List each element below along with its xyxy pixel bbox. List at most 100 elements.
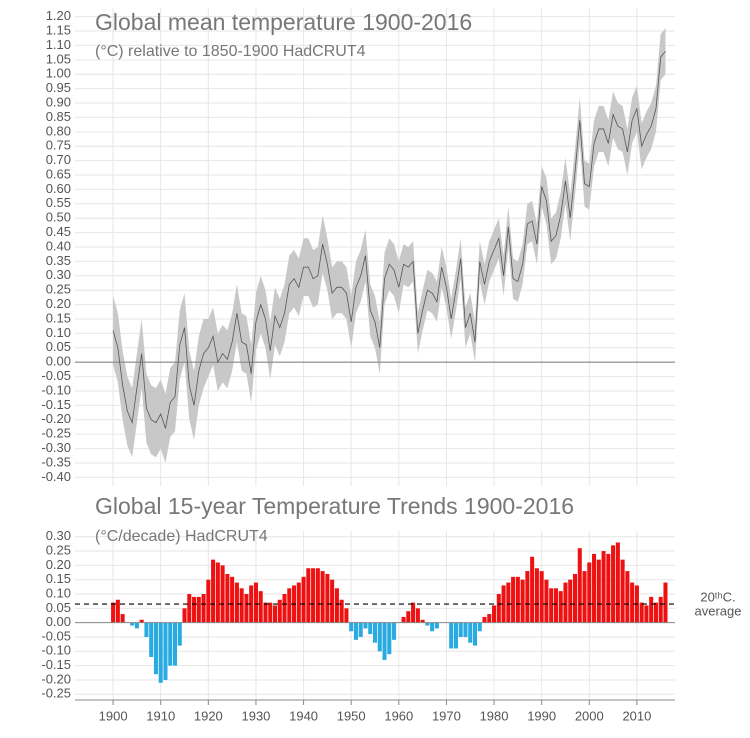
- trend-bar: [211, 559, 216, 623]
- x-tick-label: 1910: [146, 708, 175, 723]
- y-tick-label: 0.85: [46, 109, 71, 124]
- trend-bar: [611, 545, 616, 623]
- trend-bar: [272, 605, 278, 623]
- trend-bar: [230, 576, 235, 623]
- trend-bar: [263, 602, 268, 623]
- trend-bar: [382, 622, 387, 660]
- trend-bar: [487, 614, 492, 623]
- trend-bar: [182, 608, 187, 623]
- trend-bar: [372, 622, 378, 643]
- y-tick-label: -0.15: [41, 397, 71, 412]
- y-tick-label: -0.20: [41, 671, 71, 686]
- y-tick-label: 0.00: [46, 614, 71, 629]
- y-tick-label: 0.05: [46, 339, 71, 354]
- y-tick-label: 0.65: [46, 166, 71, 181]
- trend-bar: [311, 568, 316, 623]
- trend-bar: [153, 622, 158, 675]
- trend-bar: [377, 622, 382, 652]
- trend-bar: [525, 571, 530, 623]
- y-tick-label: 0.40: [46, 238, 71, 253]
- trend-bar: [549, 588, 554, 623]
- chart-subtitle: (°C/decade) HadCRUT4: [95, 528, 268, 545]
- trend-bar: [387, 622, 392, 655]
- trend-bar: [449, 622, 454, 649]
- trend-bar: [458, 622, 463, 637]
- y-tick-label: 0.30: [46, 267, 71, 282]
- y-tick-label: 0.10: [46, 325, 71, 340]
- trend-bar: [258, 591, 263, 623]
- y-tick-label: 1.20: [46, 8, 71, 23]
- trend-bar: [630, 582, 635, 623]
- trend-bar: [344, 608, 349, 623]
- trend-bar: [330, 579, 335, 623]
- trend-bar: [287, 588, 292, 623]
- y-tick-label: -0.25: [41, 426, 71, 441]
- x-tick-label: 1970: [432, 708, 461, 723]
- y-tick-label: 1.15: [46, 22, 71, 37]
- trend-bar: [187, 594, 192, 623]
- y-tick-label: 0.90: [46, 94, 71, 109]
- trend-bar: [296, 582, 301, 623]
- trend-bar: [196, 596, 201, 623]
- trend-bar: [244, 594, 249, 623]
- trend-bar: [544, 579, 549, 623]
- y-tick-label: -0.10: [41, 382, 71, 397]
- trend-bar: [515, 576, 520, 623]
- y-tick-label: -0.30: [41, 440, 71, 455]
- trend-bar: [492, 605, 497, 623]
- trend-bar: [315, 568, 320, 623]
- trend-bar: [653, 602, 658, 623]
- trend-bar: [368, 622, 373, 635]
- y-tick-label: 0.25: [46, 542, 71, 557]
- trend-bar: [120, 614, 125, 623]
- trend-bar: [577, 548, 582, 623]
- trend-bar: [592, 553, 597, 623]
- trend-bar: [496, 594, 501, 623]
- y-tick-label: -0.35: [41, 454, 71, 469]
- trend-bar: [558, 591, 563, 623]
- y-tick-label: 0.75: [46, 138, 71, 153]
- trend-bar: [115, 599, 120, 623]
- trend-bar: [477, 622, 482, 632]
- y-tick-label: 0.00: [46, 354, 71, 369]
- trend-bar: [482, 616, 487, 623]
- trend-bar: [177, 622, 182, 646]
- y-tick-label: 1.05: [46, 51, 71, 66]
- trend-bar: [582, 571, 587, 623]
- trend-bar: [130, 622, 135, 626]
- trend-bar: [220, 565, 225, 623]
- trend-bar: [349, 622, 354, 632]
- trend-bar: [658, 596, 663, 623]
- trend-bar: [601, 551, 606, 623]
- trend-bar: [144, 622, 149, 637]
- temperature-line: [112, 50, 666, 429]
- trend-bar: [163, 622, 168, 680]
- y-tick-label: 0.15: [46, 310, 71, 325]
- x-tick-label: 2010: [622, 708, 651, 723]
- trend-bar: [425, 622, 430, 626]
- x-tick-label: 1950: [337, 708, 366, 723]
- y-tick-label: 0.70: [46, 152, 71, 167]
- trend-bar: [392, 622, 397, 640]
- trend-bar: [530, 556, 535, 623]
- trend-bar: [325, 573, 330, 623]
- x-tick-label: 1960: [384, 708, 413, 723]
- y-tick-label: 0.95: [46, 80, 71, 95]
- y-tick-label: -0.05: [41, 368, 71, 383]
- y-tick-label: -0.15: [41, 657, 71, 672]
- trend-bar: [149, 622, 154, 658]
- trend-bar: [572, 573, 578, 623]
- trend-bar: [615, 542, 620, 623]
- trend-bar: [353, 622, 358, 640]
- trend-bar: [239, 588, 244, 623]
- x-tick-label: 1920: [194, 708, 223, 723]
- trend-bar: [511, 576, 516, 623]
- y-tick-label: 1.00: [46, 66, 71, 81]
- y-tick-label: 0.45: [46, 224, 71, 239]
- trend-bar: [539, 571, 544, 623]
- trend-bar: [277, 599, 282, 623]
- trend-bar: [644, 605, 649, 623]
- trend-bar: [158, 622, 163, 683]
- y-tick-label: 0.35: [46, 253, 71, 268]
- trend-bar: [620, 559, 625, 623]
